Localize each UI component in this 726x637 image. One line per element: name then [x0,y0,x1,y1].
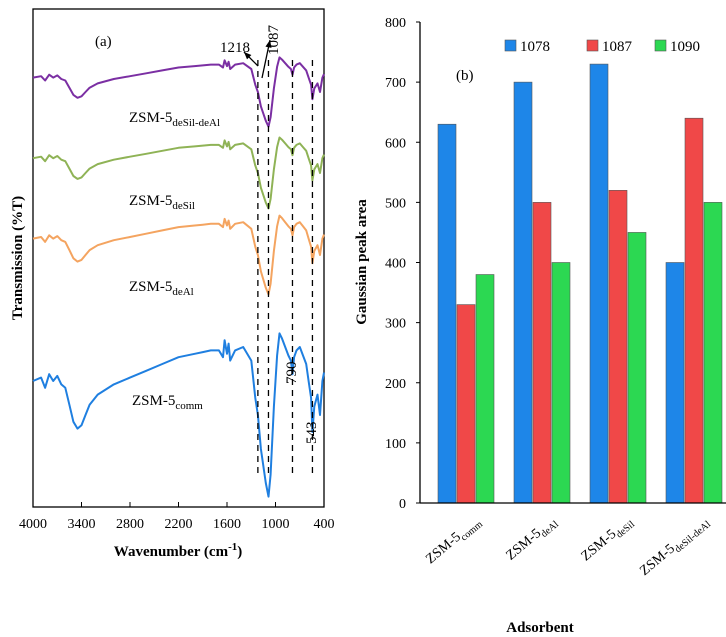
ftir-series-label: ZSM-5deSil-deAl [129,110,220,129]
ftir-series-labels: ZSM-5deSil-deAl ZSM-5deSil ZSM-5deAl ZSM-5c… [129,110,220,412]
bar-y-tick-label: 600 [385,136,406,151]
bar-y-tick-label: 400 [385,257,406,272]
ftir-y-axis-title: Transmission (%T) [10,196,26,320]
ftir-trace [32,214,325,296]
ftir-x-tick-label: 4000 [19,517,47,532]
ftir-trace [32,136,325,210]
legend-swatch [654,39,667,52]
bar-category-label: ZSM-5deSil [579,513,637,566]
ftir-peak-arrowhead [244,52,252,60]
ftir-x-axis-title: Wavenumber (cm-1) [114,541,242,560]
bar-panel-label: (b) [456,68,474,84]
bar [589,63,609,504]
bar [703,202,723,504]
bar-category-label: ZSM-5comm [423,513,485,569]
ftir-reference-lines [257,60,314,478]
legend-label: 1087 [602,39,633,55]
bar-y-tick-label: 0 [399,497,406,512]
ftir-panel-label: (a) [95,34,112,50]
bar [608,190,628,504]
legend-label: 1078 [520,39,550,55]
bar [627,232,647,504]
ftir-series-label: ZSM-5comm [132,393,203,412]
bar [437,123,457,504]
ftir-x-tick-label: 2800 [116,517,144,532]
ftir-peak-arrowhead [265,40,272,48]
ftir-x-tick-label: 3400 [68,517,96,532]
bar-y-axis-title: Gaussian peak area [354,199,370,325]
ftir-x-tick-label: 400 [314,517,335,532]
legend-label: 1090 [670,39,700,55]
ftir-x-tick-label: 1600 [213,517,241,532]
ftir-x-tick-label: 1000 [262,517,290,532]
bar [684,117,704,504]
bar-category-label: ZSM-5deAl [504,513,562,565]
bar-legend: 1078 1087 1090 [504,39,700,55]
ftir-x-ticks: 4000 3400 2800 2200 1600 1000 400 [19,502,335,532]
ftir-traces [32,56,325,498]
ftir-peak-label: 1218 [220,40,250,56]
bar [532,202,552,504]
legend-swatch [504,39,517,52]
ftir-peak-label: 790 [284,362,300,385]
ftir-panel: 4000 3400 2800 2200 1600 1000 400 ZSM-5deSil-d… [10,8,335,560]
ftir-trace [32,332,325,498]
bar-y-tick-label: 800 [385,16,406,31]
ftir-series-label: ZSM-5deSil [129,193,195,212]
bar-category-label: ZSM-5deSil-deAl [637,513,713,581]
ftir-x-tick-label: 2200 [165,517,193,532]
bar-y-tick-label: 100 [385,437,406,452]
bar-category-labels: ZSM-5comm ZSM-5deAl ZSM-5deSilZSM-5deSil-d… [423,513,713,581]
ftir-trace [32,56,325,128]
bar [513,81,533,504]
ftir-plot-frame [32,8,325,508]
bar-x-axis-title: Adsorbent [506,620,574,636]
ftir-series-label: ZSM-5deAl [129,279,194,298]
bar-y-tick-label: 300 [385,317,406,332]
bar [475,274,495,504]
bar-y-ticks: 0 100 200 300 400 500 600 700 800 [385,16,420,512]
bar-series [437,63,723,504]
legend-swatch [586,39,599,52]
bar-y-tick-label: 700 [385,76,406,91]
ftir-peak-label: 543 [304,422,320,445]
bar [551,262,571,504]
bar-y-tick-label: 200 [385,377,406,392]
bar-y-tick-label: 500 [385,196,406,211]
bar [456,304,476,504]
bar [665,262,685,504]
